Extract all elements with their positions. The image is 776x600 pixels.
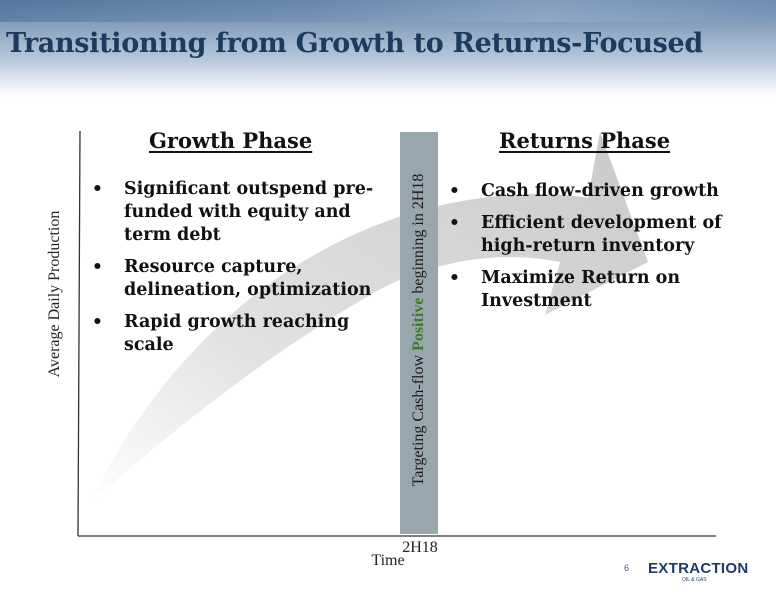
slide-title: Transitioning from Growth to Returns-Foc…	[6, 28, 704, 59]
returns-bullet: Maximize Return on Investment	[449, 267, 739, 313]
returns-bullet-list: Cash flow-driven growth Efficient develo…	[449, 180, 739, 322]
growth-bullet: Resource capture, delineation, optimizat…	[92, 256, 392, 302]
returns-phase-heading: Returns Phase	[499, 128, 671, 153]
page-number: 6	[624, 563, 630, 573]
transition-bar	[400, 132, 438, 534]
growth-bullet: Significant outspend pre-funded with equ…	[92, 178, 392, 247]
y-axis	[77, 130, 81, 537]
title-banner: Transitioning from Growth to Returns-Foc…	[0, 0, 776, 98]
transition-bar-label: Targeting Cash-flow Positive beginning i…	[410, 174, 428, 487]
y-axis-label: Average Daily Production	[46, 210, 63, 378]
growth-bullet: Rapid growth reaching scale	[92, 311, 392, 357]
returns-bullet: Efficient development of high-return inv…	[449, 212, 739, 258]
bar-text-start: Targeting Cash-flow	[410, 350, 427, 487]
growth-bullet-list: Significant outspend pre-funded with equ…	[92, 178, 392, 366]
logo-wordmark: EXTRACTION	[648, 560, 749, 577]
logo-subtitle: OIL & GAS	[682, 577, 707, 583]
x-axis-label: Time	[371, 552, 405, 569]
x-tick-label: 2H18	[402, 539, 438, 556]
bar-text-end: beginning in 2H18	[410, 173, 427, 298]
returns-bullet: Cash flow-driven growth	[449, 180, 739, 203]
company-logo: EXTRACTION OIL & GAS	[648, 560, 748, 590]
bar-text-highlight: Positive	[410, 297, 427, 351]
growth-phase-heading: Growth Phase	[149, 128, 313, 153]
